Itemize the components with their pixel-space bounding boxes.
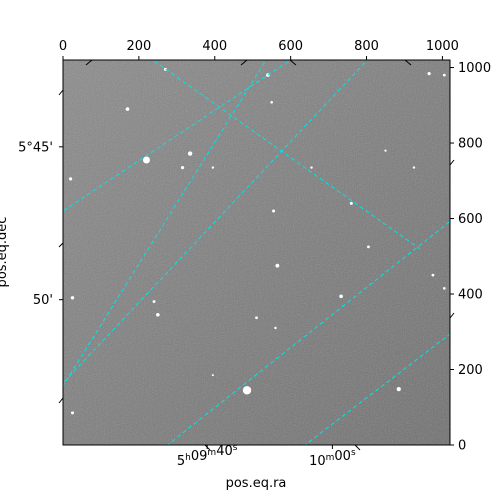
coordinate-grid: [63, 60, 450, 445]
right-tick-label-0: 0: [458, 439, 466, 454]
y-axis-label: pos.eq.dec: [0, 217, 10, 288]
right-tick-label-800: 800: [458, 137, 483, 152]
star-17: [70, 296, 75, 300]
star-15: [443, 287, 446, 290]
grid-line-4: [166, 220, 450, 445]
top-tick-label-0: 0: [59, 39, 67, 54]
image-panel: [63, 60, 450, 445]
star-4: [187, 151, 193, 156]
ra-tick-label-1: 5h09m40s: [177, 443, 238, 469]
grid-line-2: [151, 60, 420, 250]
star-23: [396, 387, 401, 392]
grid-crossing-tick-8: [449, 159, 455, 166]
axis-ticks: 0 200 400 600 800 1000 0 200 400 600 800 1000 5h09m4…: [18, 39, 491, 469]
top-tick-label-400: 400: [202, 39, 227, 54]
star-10: [272, 209, 276, 213]
star-9: [211, 166, 215, 169]
top-tick-label-200: 200: [126, 39, 151, 54]
grid-crossing-tick-5: [58, 89, 64, 96]
star-18: [152, 300, 156, 303]
right-tick-label-1000: 1000: [458, 61, 491, 76]
stars-layer: [68, 67, 446, 415]
grid-crossing-tick-10: [204, 444, 211, 451]
star-14: [431, 273, 435, 277]
star-7: [270, 100, 273, 104]
grid-crossing-tick-6: [58, 242, 64, 248]
x-axis-label: pos.eq.ra: [226, 476, 287, 491]
top-tick-label-1000: 1000: [426, 39, 459, 54]
star-13: [275, 263, 280, 268]
grid-crossing-tick-4: [404, 59, 412, 66]
star-20: [255, 316, 258, 320]
star-27: [412, 166, 416, 169]
right-tick-label-600: 600: [458, 212, 483, 227]
grid-crossing-tick-9: [449, 312, 455, 319]
star-29: [310, 166, 313, 169]
grid-crossing-tick-2: [240, 59, 248, 66]
grid-line-1: [63, 60, 292, 212]
star-11: [349, 201, 353, 205]
star-30: [384, 149, 387, 152]
star-22: [242, 386, 252, 395]
ra-tick-label-2: 10m00s: [309, 448, 356, 469]
dec-tick-label-1: 5°45': [18, 140, 53, 155]
plot-frame: [62, 59, 451, 446]
star-3: [142, 156, 150, 164]
star-24: [70, 411, 74, 415]
star-19: [156, 312, 160, 317]
grid-crossing-tick-1: [85, 59, 93, 66]
grid-line-3: [63, 60, 369, 384]
top-tick-label-800: 800: [354, 39, 379, 54]
sky-image-noise: [63, 60, 450, 445]
dec-tick-label-2: 50': [33, 293, 53, 308]
star-28: [211, 374, 214, 377]
right-tick-label-400: 400: [458, 288, 483, 303]
star-26: [442, 73, 446, 77]
star-21: [274, 326, 277, 330]
right-tick-label-200: 200: [458, 363, 483, 378]
star-16: [339, 294, 343, 299]
star-25: [427, 71, 431, 76]
grid-crossing-tick-7: [58, 397, 64, 404]
top-tick-label-600: 600: [278, 39, 303, 54]
star-8: [68, 177, 73, 181]
grid-crossing-tick-11: [354, 444, 361, 451]
grid-crossing-tick-3: [289, 59, 297, 66]
star-5: [180, 165, 185, 170]
star-12: [367, 245, 370, 249]
star-2: [125, 107, 130, 111]
